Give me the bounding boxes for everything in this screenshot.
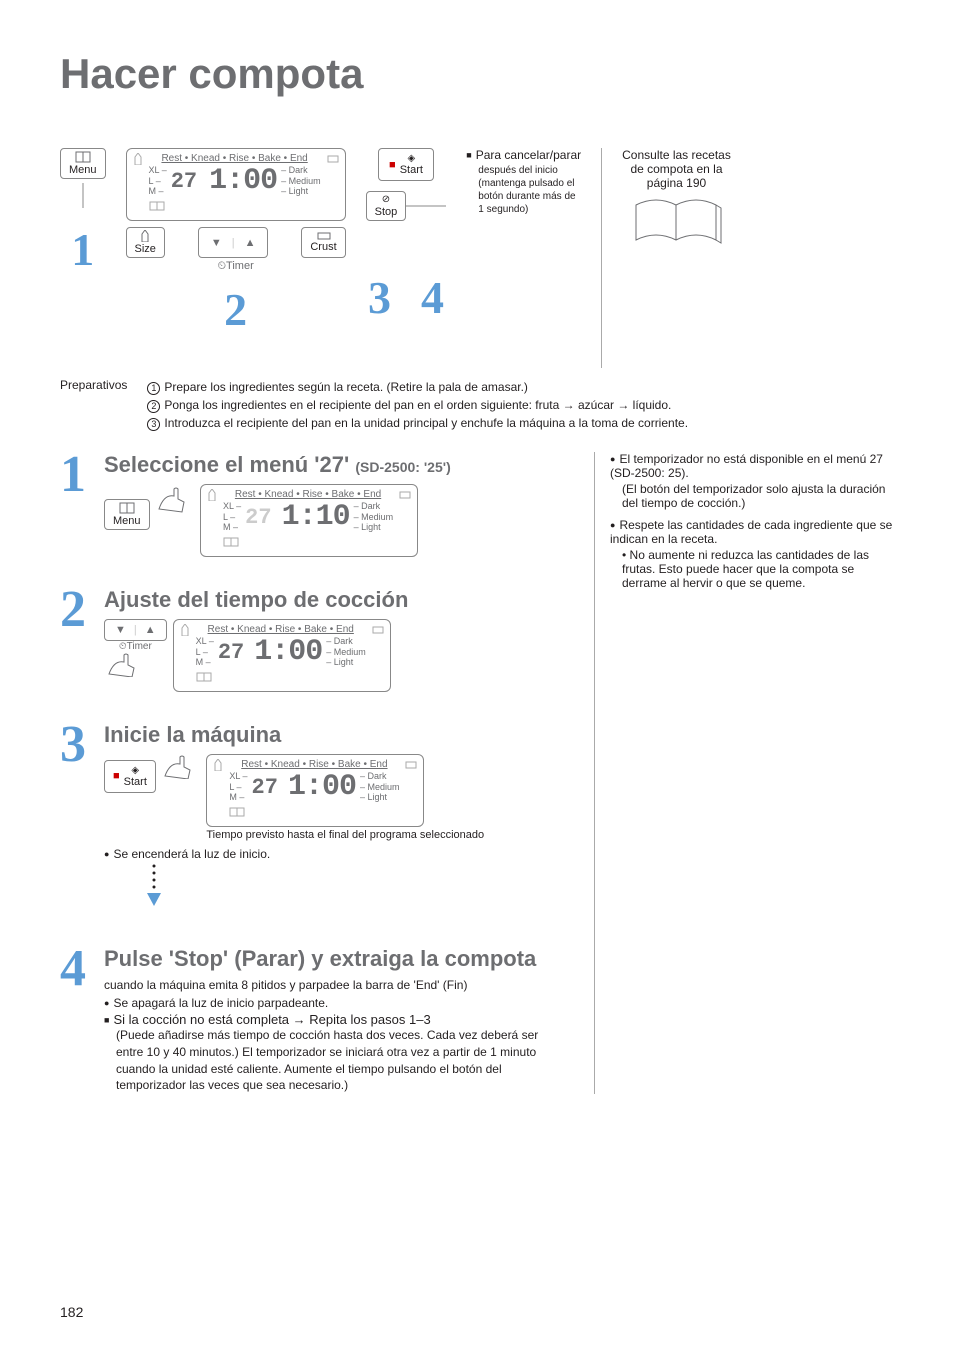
hand-press-icon: [154, 484, 194, 514]
hand-press-icon: [160, 754, 200, 779]
top-overview-diagram: Menu 1 Rest • Knead • Rise • Bake • End …: [60, 148, 894, 368]
overview-num-3: 3: [368, 271, 391, 324]
recipe-reference-box: Consulte las recetas de compota en la pá…: [622, 148, 731, 253]
step3-caption: Tiempo previsto hasta el final del progr…: [206, 829, 484, 841]
lcd-step3: Rest • Knead • Rise • Bake • End XL –L –…: [206, 754, 424, 827]
hand-press-icon: [104, 652, 144, 677]
lcd-display-main: Rest • Knead • Rise • Bake • End XL – L …: [126, 148, 346, 221]
stop-button: ⊘ Stop: [366, 191, 407, 221]
crust-button: Crust: [301, 227, 345, 258]
lcd-menu-num: 27: [171, 169, 197, 194]
step-4: 4 Pulse 'Stop' (Parar) y extraiga la com…: [60, 946, 564, 1094]
down-arrow-icon: [144, 861, 164, 911]
timer-button-step2: ▼|▲: [104, 619, 167, 641]
timer-arrows-button: ▼|▲: [198, 227, 269, 258]
menu-button-step1: Menu: [104, 499, 150, 530]
overview-num-2: 2: [224, 283, 247, 336]
lcd-step1: Rest • Knead • Rise • Bake • End XL –L –…: [200, 484, 418, 557]
lcd-time: 1:00: [209, 164, 277, 198]
lcd-step2: Rest • Knead • Rise • Bake • End XL –L –…: [173, 619, 391, 692]
lcd-header: Rest • Knead • Rise • Bake • End: [149, 153, 321, 164]
step-2: 2 Ajuste del tiempo de cocción ▼|▲ ⏲Time…: [60, 587, 564, 692]
page-number: 182: [60, 1304, 83, 1320]
overview-num-1: 1: [71, 223, 94, 276]
start-button-step3: ■ ◈Start: [104, 760, 156, 793]
preparation-section: Preparativos 1Prepare los ingredientes s…: [60, 378, 894, 432]
size-button: Size: [126, 227, 165, 258]
book-glyph-icon: [75, 151, 91, 163]
stop-note: Para cancelar/parar después del inicio (…: [466, 148, 581, 216]
overview-num-4: 4: [421, 271, 444, 324]
notes-sidebar: El temporizador no está disponible en el…: [594, 452, 894, 1094]
step-1: 1 Seleccione el menú '27' (SD-2500: '25'…: [60, 452, 564, 557]
start-button: ■ ◈ Start: [378, 148, 434, 181]
page-title: Hacer compota: [60, 50, 894, 98]
step-3: 3 Inicie la máquina ■ ◈Start: [60, 722, 564, 916]
step3-bullet: Se encenderá la luz de inicio.: [104, 847, 564, 861]
menu-button-label: Menu: [69, 164, 97, 176]
prep-label: Preparativos: [60, 378, 127, 432]
menu-button: Menu: [60, 148, 106, 179]
open-book-icon: [626, 190, 726, 250]
